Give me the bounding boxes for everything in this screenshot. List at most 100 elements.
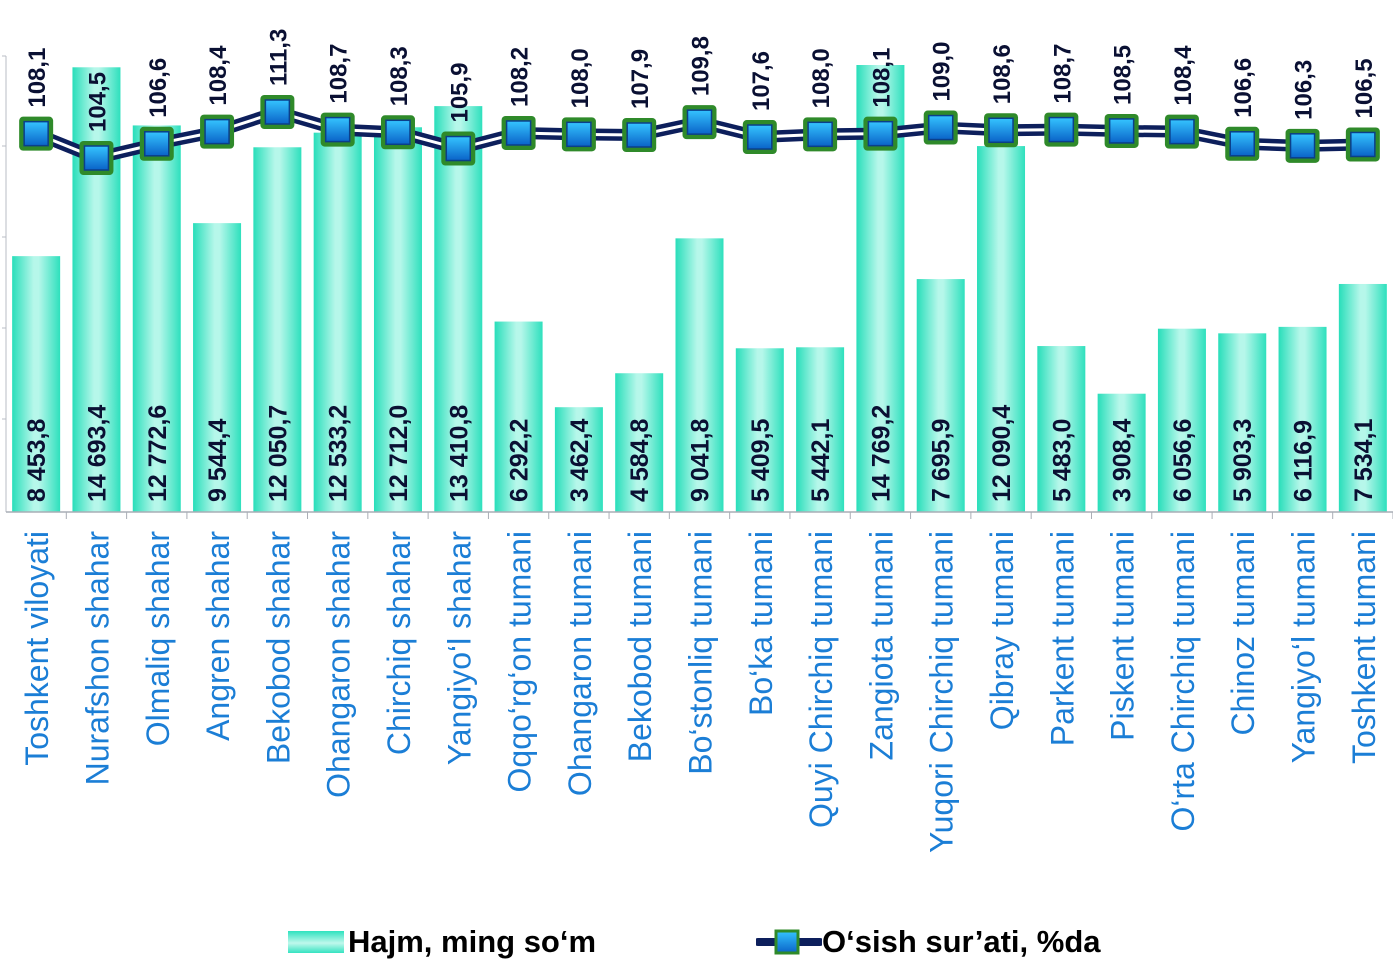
bar-value-labels: 8 453,8 14 693,4 12 772,6 9 544,4 12 050,7 12… — [23, 405, 1378, 502]
bar — [253, 147, 302, 512]
bar-value-label: 13 410,8 — [445, 405, 473, 502]
bar-value-label: 12 050,7 — [264, 405, 292, 502]
bar-value-label: 3 462,4 — [566, 418, 594, 502]
bar — [494, 321, 543, 512]
bar-value-label: 5 409,5 — [747, 418, 775, 502]
line-value-label: 108,1 — [24, 48, 51, 108]
line-marker — [1350, 131, 1376, 158]
bar — [1097, 393, 1146, 512]
line-marker — [23, 120, 49, 147]
bar — [434, 106, 483, 512]
bar-value-label: 12 090,4 — [988, 405, 1016, 502]
bar-value-label: 5 483,0 — [1048, 419, 1076, 502]
line-marker — [626, 122, 652, 148]
bar — [193, 223, 242, 512]
bar-value-label: 7 695,9 — [928, 419, 956, 502]
category-label: Olmaliq shahar — [140, 531, 176, 747]
bar — [1157, 328, 1206, 512]
legend-item-growth: O‘sish sur’ati, %da — [756, 922, 1101, 962]
bar-value-label: 5 903,3 — [1229, 419, 1257, 502]
line-value-label: 108,3 — [386, 46, 413, 106]
bar-value-label: 9 041,8 — [687, 418, 715, 502]
line-marker — [144, 131, 170, 157]
bar-value-label: 6 056,6 — [1169, 419, 1197, 502]
line-value-label: 108,2 — [507, 47, 534, 107]
category-label: Qibray tumani — [984, 531, 1020, 730]
category-label: Oqqo‘rg‘on tumani — [502, 531, 538, 792]
legend-item-volume: Hajm, ming so‘m — [288, 922, 596, 962]
line-value-label: 108,7 — [1049, 44, 1076, 104]
bar-value-label: 12 772,6 — [144, 405, 172, 502]
category-label: Nurafshon shahar — [79, 531, 115, 786]
line-marker — [988, 117, 1014, 144]
line-marker — [204, 118, 230, 145]
line-marker — [83, 145, 110, 171]
line-marker — [566, 121, 592, 148]
category-label: Yangiyo‘l shahar — [441, 531, 477, 766]
bar-value-label: 5 442,1 — [807, 418, 835, 502]
bar — [1218, 333, 1267, 512]
category-label: Yangiyo‘l tumani — [1286, 531, 1322, 763]
bar — [313, 132, 362, 512]
category-label: O‘rta Chirchiq tumani — [1165, 531, 1201, 832]
line-marker — [686, 109, 713, 135]
bar — [615, 373, 664, 512]
category-label: Angren shahar — [200, 531, 236, 741]
bars-layer — [12, 65, 1387, 513]
line-value-label: 105,9 — [446, 62, 473, 122]
bar-value-label: 3 908,4 — [1109, 418, 1137, 502]
line-marker — [264, 99, 291, 125]
bar-value-label: 4 584,8 — [626, 418, 654, 502]
line-value-label: 109,0 — [929, 41, 956, 101]
line-marker — [927, 114, 954, 141]
bar — [1278, 326, 1327, 512]
line-marker — [385, 119, 411, 146]
bar — [12, 256, 61, 512]
bar — [1037, 346, 1086, 512]
line-value-label: 107,9 — [627, 49, 654, 109]
bar — [675, 238, 724, 513]
line-value-label: 108,7 — [326, 44, 353, 104]
bar-value-label: 6 116,9 — [1290, 420, 1318, 502]
category-label: Chinoz tumani — [1225, 531, 1261, 736]
line-value-labels: 108,1 104,5 106,6 108,4 111,3 108,7 108,3 105,9… — [24, 29, 1378, 132]
bar — [554, 407, 603, 512]
line-value-label: 108,6 — [989, 44, 1016, 104]
bar — [796, 347, 845, 512]
growth-line-layer — [19, 95, 1380, 175]
line-marker — [807, 121, 833, 148]
bar-value-label: 12 533,2 — [325, 405, 353, 502]
bar-value-label: 7 534,1 — [1350, 418, 1378, 502]
bar — [373, 127, 422, 512]
line-marker — [1169, 118, 1195, 145]
line-value-label: 108,4 — [205, 45, 232, 106]
legend: Hajm, ming so‘m O‘sish sur’ati, %da — [0, 922, 1393, 962]
category-label: Bekobod tumani — [622, 531, 658, 762]
bar — [1338, 283, 1387, 512]
line-marker — [1048, 116, 1075, 143]
bar-value-label: 9 544,4 — [204, 418, 232, 502]
line-value-label: 106,6 — [1230, 58, 1257, 118]
line-value-label: 106,5 — [1351, 58, 1378, 118]
line-value-label: 109,8 — [688, 36, 715, 96]
legend-line-swatch — [756, 929, 822, 955]
line-value-label: 107,6 — [748, 51, 775, 111]
line-marker — [1229, 131, 1255, 157]
category-label: Zangiota tumani — [863, 531, 899, 760]
line-marker — [324, 116, 351, 143]
bar-value-label: 12 712,0 — [385, 405, 413, 502]
chart: 8 453,8 14 693,4 12 772,6 9 544,4 12 050,7 12… — [2, 29, 1393, 853]
category-label: Toshkent viloyati — [19, 531, 55, 766]
category-label: Parkent tumani — [1044, 531, 1080, 746]
category-label: Bo‘stonliq tumani — [683, 531, 719, 775]
line-value-label: 108,0 — [567, 48, 594, 108]
category-label: Yuqori Chirchiq tumani — [924, 531, 960, 853]
line-value-label: 111,3 — [265, 29, 292, 86]
line-value-label: 108,1 — [868, 48, 895, 108]
bar-value-label: 14 693,4 — [83, 405, 111, 502]
category-label: Bo‘ka tumani — [743, 531, 779, 716]
line-value-label: 108,4 — [1170, 45, 1197, 106]
bar — [977, 146, 1026, 512]
line-value-label: 106,3 — [1291, 60, 1318, 120]
bar-value-label: 6 292,2 — [506, 419, 534, 502]
